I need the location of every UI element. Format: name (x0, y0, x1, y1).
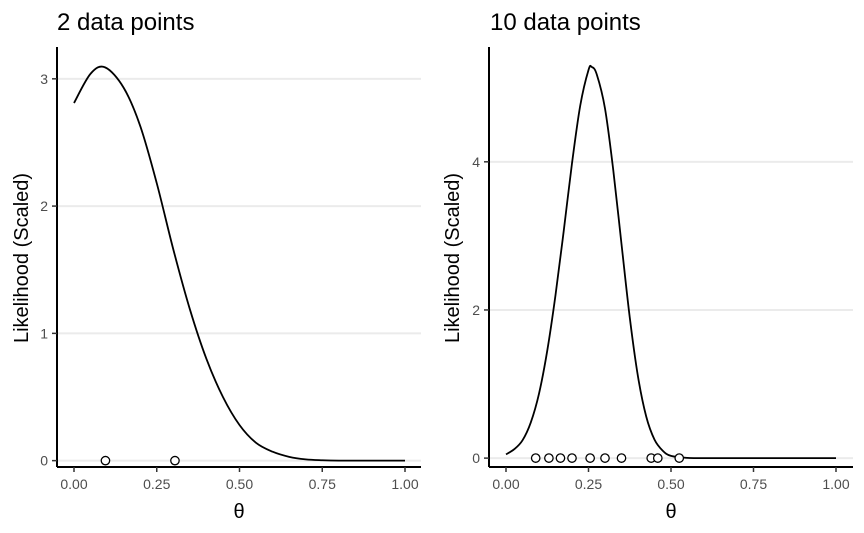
data-point (544, 453, 554, 463)
data-point (652, 453, 663, 463)
panel-title: 2 data points (57, 9, 194, 36)
x-tick-label: 0.00 (60, 476, 87, 492)
x-tick-label: 1.00 (822, 476, 849, 492)
y-axis-title: Likelihood (Scaled) (442, 173, 464, 343)
y-tick-label: 4 (472, 154, 480, 170)
likelihood-curve (73, 65, 405, 462)
data-point (616, 453, 627, 463)
data-point (100, 455, 111, 466)
data-point (530, 453, 541, 463)
data-point (600, 453, 610, 463)
y-tick-label: 3 (40, 71, 48, 87)
x-axis-title: θ (233, 501, 244, 523)
x-tick-label: 0.75 (309, 476, 336, 492)
y-axis-title: Likelihood (Scaled) (11, 173, 33, 343)
data-point (674, 453, 685, 463)
panel-title: 10 data points (490, 9, 641, 36)
y-tick-label: 0 (40, 453, 48, 469)
panel-2-data-points: 2 data points Likelihood (Scaled) θ 0 1 2 3… (11, 9, 421, 523)
data-point (555, 453, 566, 463)
x-tick-label: 0.00 (492, 476, 519, 492)
data-point (585, 453, 596, 463)
y-tick-label: 1 (40, 325, 48, 341)
data-point (567, 453, 577, 463)
x-tick-label: 0.25 (143, 476, 170, 492)
x-tick-label: 0.50 (657, 476, 684, 492)
x-tick-label: 0.75 (740, 476, 767, 492)
x-tick-label: 1.00 (391, 476, 418, 492)
y-tick-label: 2 (472, 302, 480, 318)
data-point (170, 455, 180, 466)
x-axis-title: θ (665, 501, 676, 523)
y-tick-label: 0 (472, 450, 480, 466)
x-tick-label: 0.50 (226, 476, 253, 492)
x-tick-label: 0.25 (575, 476, 602, 492)
y-tick-label: 2 (40, 198, 48, 214)
likelihood-curve (505, 64, 836, 460)
panel-10-data-points: 10 data points Likelihood (Scaled) θ 0 2 4… (442, 9, 853, 523)
